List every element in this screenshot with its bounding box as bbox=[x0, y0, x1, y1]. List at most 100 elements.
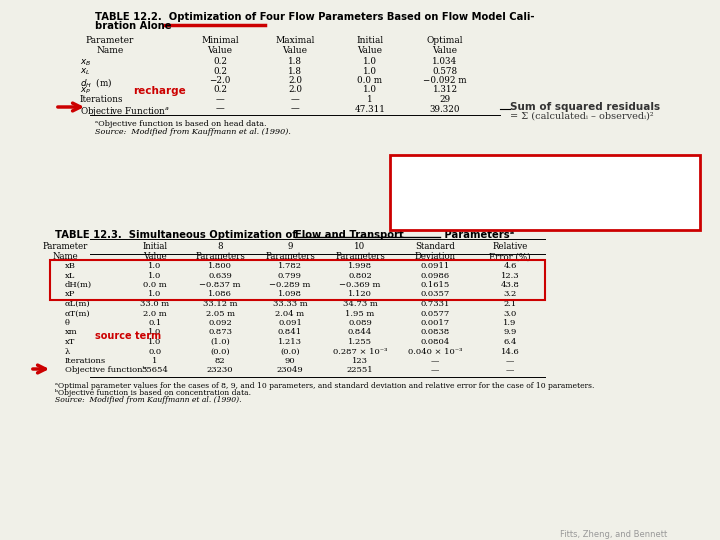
Text: Initial
Value: Initial Value bbox=[143, 242, 168, 261]
Text: 0.0357: 0.0357 bbox=[420, 291, 449, 299]
Text: recharge: recharge bbox=[133, 85, 186, 96]
Text: TABLE 12.2.  Optimization of Four Flow Parameters Based on Flow Model Cali-: TABLE 12.2. Optimization of Four Flow Pa… bbox=[95, 12, 534, 22]
Text: 2.0: 2.0 bbox=[288, 76, 302, 85]
Text: 33.0 m: 33.0 m bbox=[140, 300, 170, 308]
Text: 1.312: 1.312 bbox=[433, 85, 458, 94]
Text: 43.8: 43.8 bbox=[500, 281, 519, 289]
Text: 33.12 m: 33.12 m bbox=[203, 300, 238, 308]
Text: 0.802: 0.802 bbox=[348, 272, 372, 280]
Text: 2.05 m: 2.05 m bbox=[205, 309, 235, 318]
Text: $d_H$  (m): $d_H$ (m) bbox=[80, 76, 112, 89]
Text: 0.0838: 0.0838 bbox=[420, 328, 449, 336]
Text: 0.844: 0.844 bbox=[348, 328, 372, 336]
Text: 3.0: 3.0 bbox=[503, 309, 517, 318]
Text: 0.873: 0.873 bbox=[208, 328, 232, 336]
Text: bration Alone: bration Alone bbox=[95, 21, 171, 31]
Text: —: — bbox=[215, 105, 225, 113]
Text: (0.0): (0.0) bbox=[280, 348, 300, 355]
Text: −2.0: −2.0 bbox=[210, 76, 230, 85]
Text: $x_B$: $x_B$ bbox=[80, 57, 91, 68]
Text: 33.33 m: 33.33 m bbox=[273, 300, 307, 308]
Text: xm: xm bbox=[65, 328, 78, 336]
Text: Flow and Transport: Flow and Transport bbox=[295, 230, 404, 240]
Text: Parameter
Name: Parameter Name bbox=[42, 242, 88, 261]
Text: 1.0: 1.0 bbox=[148, 338, 161, 346]
Text: 1.120: 1.120 bbox=[348, 291, 372, 299]
Text: 0.2: 0.2 bbox=[213, 57, 227, 66]
Text: 0.040 × 10⁻³: 0.040 × 10⁻³ bbox=[408, 348, 462, 355]
Text: Transport data are useful in
calibrating a flow model: Transport data are useful in calibrating… bbox=[418, 176, 671, 208]
Text: 1.0: 1.0 bbox=[148, 328, 161, 336]
Text: 0.578: 0.578 bbox=[433, 66, 458, 76]
Text: αL(m): αL(m) bbox=[65, 300, 91, 308]
Text: 0.287 × 10⁻³: 0.287 × 10⁻³ bbox=[333, 348, 387, 355]
Text: 0.7331: 0.7331 bbox=[420, 300, 450, 308]
Text: 82: 82 bbox=[215, 357, 225, 365]
Text: Optimal
Value: Optimal Value bbox=[427, 36, 463, 56]
Text: 0.841: 0.841 bbox=[278, 328, 302, 336]
Text: —: — bbox=[506, 357, 514, 365]
Text: 1.213: 1.213 bbox=[278, 338, 302, 346]
Text: —: — bbox=[291, 105, 300, 113]
Text: 22551: 22551 bbox=[347, 367, 373, 375]
Text: Iterations: Iterations bbox=[80, 95, 124, 104]
Text: Initial
Value: Initial Value bbox=[356, 36, 384, 56]
Text: 39.320: 39.320 bbox=[430, 105, 460, 113]
Text: 9.9: 9.9 bbox=[503, 328, 517, 336]
Text: 1.8: 1.8 bbox=[288, 57, 302, 66]
Text: 47.311: 47.311 bbox=[354, 105, 385, 113]
Text: 0.2: 0.2 bbox=[213, 85, 227, 94]
Text: 1.034: 1.034 bbox=[433, 57, 458, 66]
Text: 2.0: 2.0 bbox=[288, 85, 302, 94]
Text: 1.0: 1.0 bbox=[148, 272, 161, 280]
Text: Iterations: Iterations bbox=[65, 357, 106, 365]
Text: 1.0: 1.0 bbox=[148, 262, 161, 270]
Text: 0.0804: 0.0804 bbox=[420, 338, 449, 346]
Text: 10
Parameters: 10 Parameters bbox=[335, 242, 385, 261]
Text: 1.9: 1.9 bbox=[503, 319, 517, 327]
Text: 1: 1 bbox=[367, 95, 373, 104]
Text: Source:  Modified from Kauffmann et al. (1990).: Source: Modified from Kauffmann et al. (… bbox=[95, 128, 291, 136]
Text: −0.289 m: −0.289 m bbox=[269, 281, 311, 289]
Text: —: — bbox=[431, 357, 439, 365]
Text: 29: 29 bbox=[439, 95, 451, 104]
Text: Relative
Error (%): Relative Error (%) bbox=[489, 242, 531, 261]
Text: 1.800: 1.800 bbox=[208, 262, 232, 270]
Text: −0.837 m: −0.837 m bbox=[199, 281, 240, 289]
Text: 0.639: 0.639 bbox=[208, 272, 232, 280]
Text: 12.3: 12.3 bbox=[500, 272, 519, 280]
Text: λ: λ bbox=[65, 348, 71, 355]
Text: 2.1: 2.1 bbox=[503, 300, 517, 308]
Text: Parameter
Name: Parameter Name bbox=[86, 36, 134, 56]
Text: 0.092: 0.092 bbox=[208, 319, 232, 327]
Text: 1.782: 1.782 bbox=[278, 262, 302, 270]
Text: 1: 1 bbox=[153, 357, 158, 365]
Text: 23049: 23049 bbox=[276, 367, 303, 375]
Text: (1.0): (1.0) bbox=[210, 338, 230, 346]
Text: dH(m): dH(m) bbox=[65, 281, 92, 289]
Text: −0.369 m: −0.369 m bbox=[339, 281, 381, 289]
Text: 0.0911: 0.0911 bbox=[420, 262, 449, 270]
Text: = Σ (calculatedᵢ – observedᵢ)²: = Σ (calculatedᵢ – observedᵢ)² bbox=[510, 112, 654, 121]
Text: 1.0: 1.0 bbox=[363, 57, 377, 66]
Text: 90: 90 bbox=[284, 357, 295, 365]
Text: Objective Function$^a$: Objective Function$^a$ bbox=[80, 105, 170, 118]
Text: 0.089: 0.089 bbox=[348, 319, 372, 327]
Text: 14.6: 14.6 bbox=[500, 348, 519, 355]
Text: Fitts, Zheng, and Bennett: Fitts, Zheng, and Bennett bbox=[560, 530, 667, 539]
Text: 1.998: 1.998 bbox=[348, 262, 372, 270]
Text: −0.092 m: −0.092 m bbox=[423, 76, 467, 85]
Text: 0.0017: 0.0017 bbox=[420, 319, 449, 327]
Text: 0.0986: 0.0986 bbox=[420, 272, 449, 280]
Text: $x_L$: $x_L$ bbox=[80, 66, 91, 77]
Text: (0.0): (0.0) bbox=[210, 348, 230, 355]
Text: source term: source term bbox=[95, 331, 161, 341]
Text: 0.2: 0.2 bbox=[213, 66, 227, 76]
Text: 23230: 23230 bbox=[207, 367, 233, 375]
Text: 3.2: 3.2 bbox=[503, 291, 517, 299]
Text: 9
Parameters: 9 Parameters bbox=[265, 242, 315, 261]
Text: Parametersᵃ: Parametersᵃ bbox=[441, 230, 514, 240]
Text: 1.95 m: 1.95 m bbox=[346, 309, 374, 318]
Text: 1.0: 1.0 bbox=[363, 85, 377, 94]
Text: θ: θ bbox=[65, 319, 70, 327]
